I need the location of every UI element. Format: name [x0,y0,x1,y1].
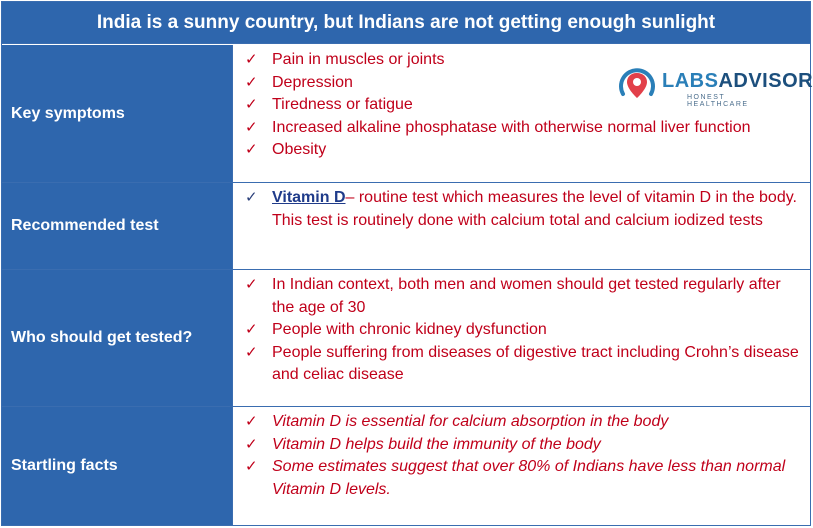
row-label: Who should get tested? [2,270,233,406]
location-pin-icon [619,68,655,98]
page-title: India is a sunny country, but Indians ar… [2,2,810,44]
check-icon: ✓ [245,141,258,158]
list-item: ✓ Some estimates suggest that over 80% of… [245,456,802,501]
row-content: ✓ Vitamin D– routine test which measures… [234,183,810,269]
labsadvisor-logo: LABSADVISOR HONEST HEALTHCARE [615,64,813,110]
logo-tagline: HONEST HEALTHCARE [687,94,749,108]
row-label: Key symptoms [2,45,233,182]
list-item: ✓ Vitamin D helps build the immunity of t… [245,434,802,457]
check-icon: ✓ [245,73,258,91]
list-item: ✓ People with chronic kidney dysfunction [245,319,802,342]
list-item: ✓ Vitamin D– routine test which measures… [245,187,802,232]
list-item: ✓ Obesity [245,139,802,162]
list-item: ✓ People suffering from diseases of diges… [245,342,802,387]
row-who-should-get-tested: Who should get tested? ✓ In Indian contex… [2,270,810,407]
list-item: ✓ Vitamin D is essential for calcium abso… [245,411,802,434]
logo-brand: LABSADVISOR [662,70,813,92]
row-content: ✓ Pain in muscles or joints ✓ Depression ✓… [234,45,813,182]
row-label: Recommended test [2,183,233,269]
row-content: ✓ In Indian context, both men and women s… [234,270,810,406]
check-icon: ✓ [245,96,258,113]
row-recommended-test: Recommended test ✓ Vitamin D– routine te… [2,183,810,270]
check-icon: ✓ [245,276,258,293]
row-key-symptoms: Key symptoms ✓ Pain in muscles or joints … [2,45,813,183]
check-icon: ✓ [245,413,258,430]
check-icon: ✓ [245,343,258,361]
check-icon: ✓ [245,51,258,68]
list-item: ✓ Depression [245,72,802,95]
row-content: ✓ Vitamin D is essential for calcium abso… [234,407,810,525]
check-icon: ✓ [245,458,258,475]
row-startling-facts: Startling facts ✓ Vitamin D is essential … [2,407,810,525]
row-label: Startling facts [2,407,233,525]
check-icon: ✓ [245,189,258,206]
list-item: ✓ Tiredness or fatigue [245,94,802,117]
list-item: ✓ Increased alkaline phosphatase with oth… [245,117,802,140]
vitamin-d-test-link[interactable]: Vitamin D [272,189,346,206]
check-icon: ✓ [245,118,258,136]
check-icon: ✓ [245,321,258,338]
list-item: ✓ In Indian context, both men and women s… [245,274,802,319]
check-icon: ✓ [245,435,258,453]
list-item: ✓ Pain in muscles or joints [245,49,802,72]
